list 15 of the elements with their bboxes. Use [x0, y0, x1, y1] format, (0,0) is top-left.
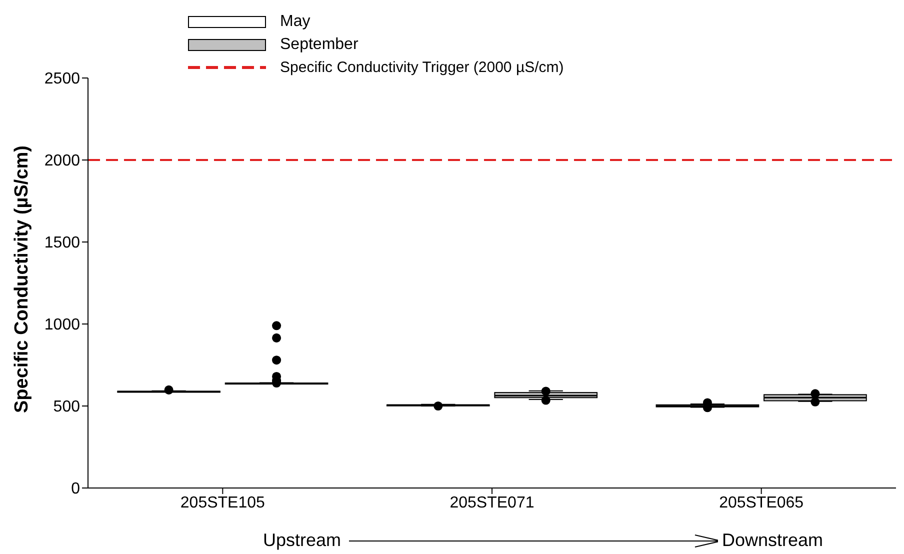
y-tick-label: 0 — [71, 480, 80, 498]
x-tick-label: 205STE071 — [450, 494, 534, 512]
text: Upstream — [263, 530, 342, 551]
x-tick-label: 205STE105 — [180, 494, 266, 512]
y-tick-label: 500 — [53, 398, 80, 416]
y-tick-label: 1000 — [44, 316, 80, 334]
y-axis-title: Specific Conductivity (µS/cm) — [12, 146, 33, 413]
text: Downstream — [722, 530, 823, 551]
y-tick-label: 2500 — [44, 70, 80, 88]
x-tick-label: 205STE065 — [719, 494, 804, 512]
legend-label: September — [280, 35, 358, 55]
legend-label: Specific Conductivity Trigger (2000 µS/cm) — [280, 58, 564, 78]
y-tick-label: 1500 — [44, 234, 80, 252]
legend-label: May — [280, 12, 310, 32]
y-tick-label: 2000 — [44, 152, 80, 170]
